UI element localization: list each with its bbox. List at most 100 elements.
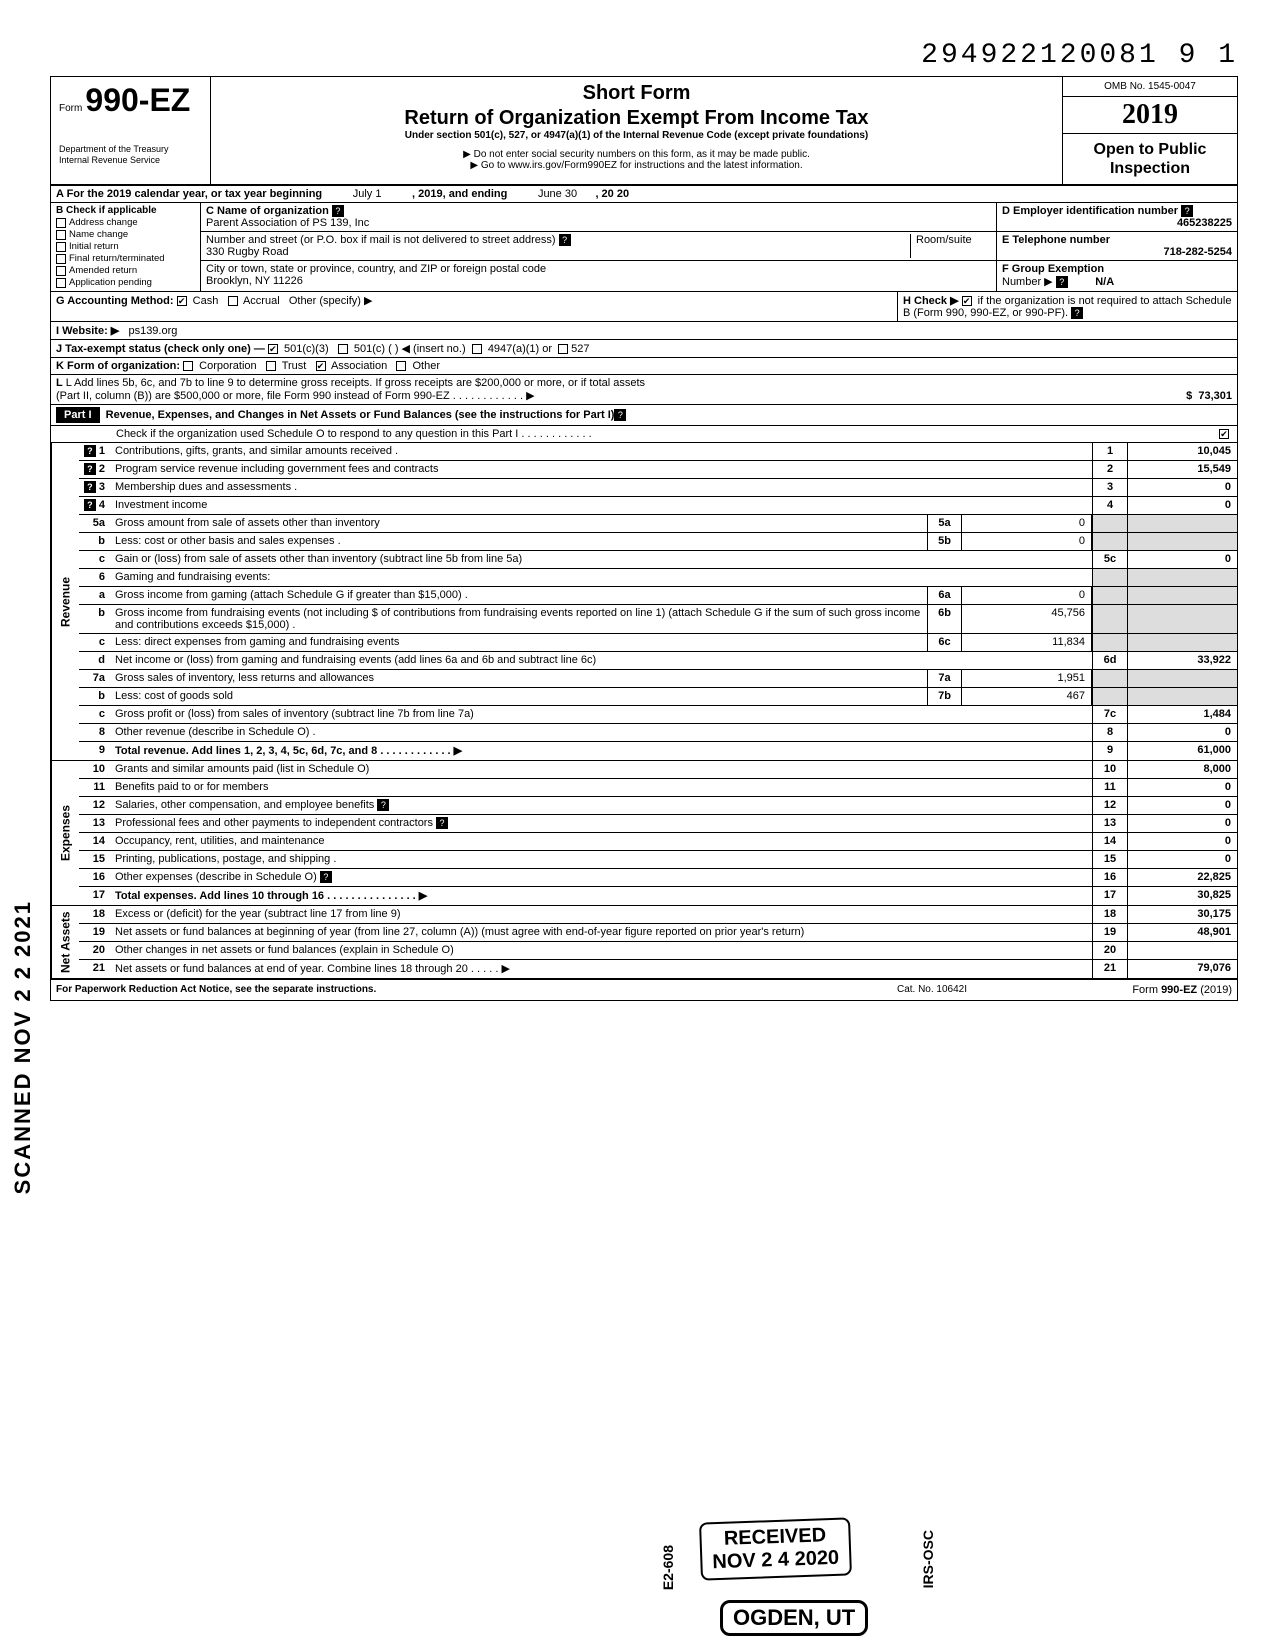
help-icon[interactable]: ? <box>377 799 389 811</box>
line-13: 13 Professional fees and other payments … <box>79 815 1237 833</box>
line-6d-desc: Net income or (loss) from gaming and fun… <box>111 652 1092 669</box>
help-icon[interactable]: ? <box>1056 276 1068 288</box>
help-icon[interactable]: ? <box>332 205 344 217</box>
shaded-cell <box>1127 533 1237 550</box>
netassets-section: Net Assets 18 Excess or (deficit) for th… <box>51 906 1237 980</box>
chk-initial-return[interactable]: Initial return <box>56 241 195 252</box>
header-left: Form 990-EZ Department of the Treasury I… <box>51 77 211 184</box>
help-icon[interactable]: ? <box>559 234 571 246</box>
help-icon[interactable]: ? <box>614 409 626 421</box>
chk-amended-return[interactable]: Amended return <box>56 265 195 276</box>
line-6b: b Gross income from fundraising events (… <box>79 605 1237 634</box>
chk-501c3[interactable] <box>268 344 278 354</box>
f-row: F Group Exemption Number ▶ ? N/A <box>997 261 1237 290</box>
line-6a-desc: Gross income from gaming (attach Schedul… <box>111 587 927 604</box>
line-7c: c Gross profit or (loss) from sales of i… <box>79 706 1237 724</box>
received-date: NOV 2 4 2020 <box>712 1547 839 1573</box>
line-h: H Check ▶ if the organization is not req… <box>897 292 1237 321</box>
line-13-val: 0 <box>1127 815 1237 832</box>
b-header: B Check if applicable <box>56 205 195 216</box>
help-icon[interactable]: ? <box>1071 307 1083 319</box>
line-11: 11 Benefits paid to or for members 11 0 <box>79 779 1237 797</box>
year-19: 19 <box>1150 99 1178 130</box>
go-to-url: ▶ Go to www.irs.gov/Form990EZ for instru… <box>221 160 1052 171</box>
help-icon[interactable]: ? <box>84 499 96 511</box>
shaded-cell <box>1092 587 1127 604</box>
f-label: F Group Exemption <box>1002 263 1104 275</box>
line-5b-num: b <box>79 533 111 550</box>
line-18-box: 18 <box>1092 906 1127 923</box>
info-section: G Accounting Method: Cash Accrual Other … <box>51 292 1237 405</box>
footer-form-pre: Form <box>1132 984 1158 996</box>
help-icon[interactable]: ? <box>84 481 96 493</box>
city-value: Brooklyn, NY 11226 <box>206 275 303 287</box>
c-label: C Name of organization <box>206 205 329 217</box>
help-icon[interactable]: ? <box>320 871 332 883</box>
j-label: J Tax-exempt status (check only one) — <box>56 343 265 355</box>
shaded-cell <box>1092 569 1127 586</box>
line-15: 15 Printing, publications, postage, and … <box>79 851 1237 869</box>
under-section: Under section 501(c), 527, or 4947(a)(1)… <box>221 130 1052 141</box>
e2-stamp: E2-608 <box>660 1545 676 1590</box>
line-21-num: 21 <box>79 960 111 978</box>
chk-h[interactable] <box>962 296 972 306</box>
line-6c: c Less: direct expenses from gaming and … <box>79 634 1237 652</box>
help-icon[interactable]: ? <box>84 463 96 475</box>
room-label: Room/suite <box>916 234 972 246</box>
shaded-cell <box>1127 587 1237 604</box>
help-icon[interactable]: ? <box>84 445 96 457</box>
chk-name-change[interactable]: Name change <box>56 229 195 240</box>
chk-address-change[interactable]: Address change <box>56 217 195 228</box>
help-icon[interactable]: ? <box>436 817 448 829</box>
line-18: 18 Excess or (deficit) for the year (sub… <box>79 906 1237 924</box>
line-7c-val: 1,484 <box>1127 706 1237 723</box>
line-14-desc: Occupancy, rent, utilities, and maintena… <box>111 833 1092 850</box>
line-10-box: 10 <box>1092 761 1127 778</box>
chk-application-pending[interactable]: Application pending <box>56 277 195 288</box>
line-5b-mn: 5b <box>927 533 962 550</box>
lbl-name-change: Name change <box>69 229 128 240</box>
chk-corp[interactable] <box>183 361 193 371</box>
chk-accrual[interactable] <box>228 296 238 306</box>
chk-final-return[interactable]: Final return/terminated <box>56 253 195 264</box>
form-header: Form 990-EZ Department of the Treasury I… <box>51 77 1237 186</box>
line-5a-mv: 0 <box>962 515 1092 532</box>
line-15-num: 15 <box>79 851 111 868</box>
lbl-insert: ) ◀ (insert no.) <box>395 343 466 355</box>
lbl-corp: Corporation <box>199 360 256 372</box>
help-icon[interactable]: ? <box>1181 205 1193 217</box>
line-19-box: 19 <box>1092 924 1127 941</box>
line-5b-mv: 0 <box>962 533 1092 550</box>
line-11-box: 11 <box>1092 779 1127 796</box>
line-12-val: 0 <box>1127 797 1237 814</box>
line-13-num: 13 <box>79 815 111 832</box>
chk-501c[interactable] <box>338 344 348 354</box>
shaded-cell <box>1092 533 1127 550</box>
chk-assoc[interactable] <box>316 361 326 371</box>
line-6a-mn: 6a <box>927 587 962 604</box>
chk-other-org[interactable] <box>396 361 406 371</box>
shaded-cell <box>1127 605 1237 633</box>
addr-value: 330 Rugby Road <box>206 246 289 258</box>
line-5a-desc: Gross amount from sale of assets other t… <box>111 515 927 532</box>
chk-527[interactable] <box>558 344 568 354</box>
chk-schedule-o[interactable] <box>1219 429 1229 439</box>
section-def: D Employer identification number ? 46523… <box>997 203 1237 291</box>
line-l: L L Add lines 5b, 6c, and 7b to line 9 t… <box>51 375 1237 404</box>
line-6a: a Gross income from gaming (attach Sched… <box>79 587 1237 605</box>
line-5c-num: c <box>79 551 111 568</box>
footer-form-num: 990-EZ <box>1161 984 1197 996</box>
chk-4947[interactable] <box>472 344 482 354</box>
chk-trust[interactable] <box>266 361 276 371</box>
chk-cash[interactable] <box>177 296 187 306</box>
line-12-desc: Salaries, other compensation, and employ… <box>111 797 1092 814</box>
lbl-trust: Trust <box>282 360 307 372</box>
line-2-box: 2 <box>1092 461 1127 478</box>
shaded-cell <box>1092 670 1127 687</box>
line-6a-mv: 0 <box>962 587 1092 604</box>
e-row: E Telephone number 718-282-5254 <box>997 232 1237 261</box>
line-5b-desc: Less: cost or other basis and sales expe… <box>111 533 927 550</box>
line-9-val: 61,000 <box>1127 742 1237 760</box>
shaded-cell <box>1127 515 1237 532</box>
line-i: I Website: ▶ ps139.org <box>51 322 1237 339</box>
